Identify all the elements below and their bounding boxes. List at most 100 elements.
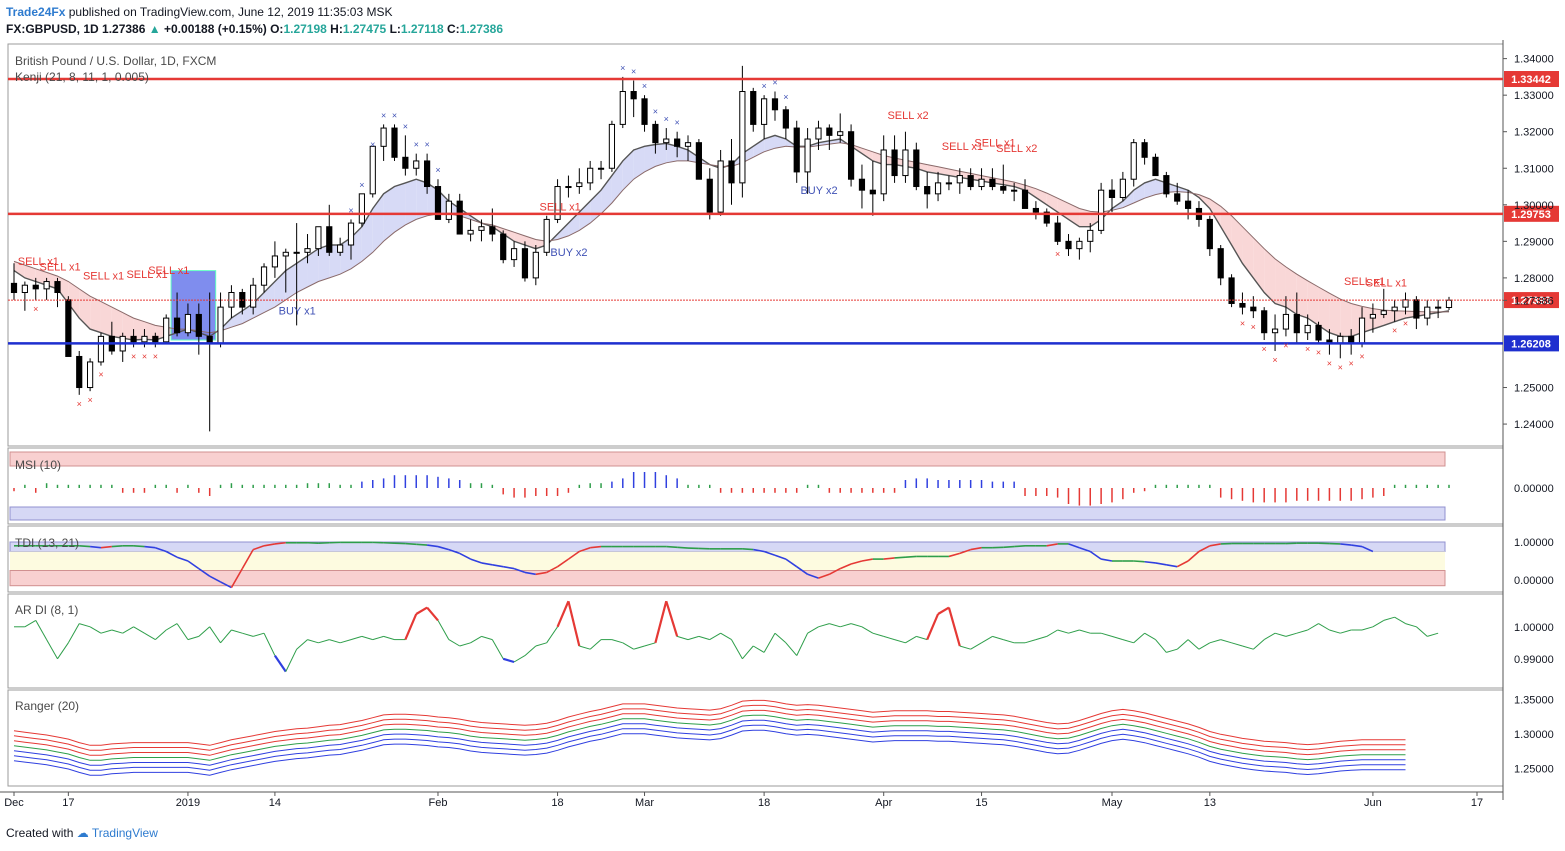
kenji-cloud-segment xyxy=(1296,274,1308,319)
open-label: O: xyxy=(270,22,284,36)
candle-body xyxy=(1402,299,1409,308)
ardi-line-segment xyxy=(1383,616,1395,621)
tdi-line-segment xyxy=(1089,550,1102,560)
kenji-cloud-segment xyxy=(14,261,25,278)
date-tick-label: 18 xyxy=(551,797,563,809)
date-tick-label: May xyxy=(1102,797,1123,809)
kenji-cloud-segment xyxy=(1122,190,1134,208)
candle-body xyxy=(880,149,887,195)
ranger-tick-label: 1.30000 xyxy=(1514,729,1554,741)
candle-body xyxy=(1228,277,1235,304)
ardi-tick-label: 0.99000 xyxy=(1514,654,1554,666)
ardi-line-segment xyxy=(459,642,471,647)
date-tick-label: Dec xyxy=(4,797,24,809)
tradingview-logo-icon[interactable]: ☁ xyxy=(76,826,89,840)
ardi-line-segment xyxy=(916,635,928,641)
tdi-line-segment xyxy=(850,560,863,565)
candle-body xyxy=(608,123,616,169)
ardi-line-segment xyxy=(622,642,634,650)
candle-body xyxy=(76,355,83,389)
kenji-cloud-segment xyxy=(764,135,775,152)
ardi-line-segment xyxy=(383,635,395,641)
ranger-line xyxy=(13,704,1406,751)
candle-body xyxy=(913,149,920,188)
sell-cross-icon: × xyxy=(1316,348,1321,358)
ardi-line-segment xyxy=(273,654,287,673)
tdi-line-segment xyxy=(557,558,569,568)
footer: Created with ☁ TradingView xyxy=(6,826,158,840)
ardi-line-segment xyxy=(611,639,623,644)
candle-body xyxy=(293,251,300,254)
price-tick-label: 1.25000 xyxy=(1514,383,1554,395)
buy-cross-icon: × xyxy=(620,63,625,73)
symbol-label[interactable]: FX:GBPUSD, 1D xyxy=(6,22,99,36)
tdi-line-segment xyxy=(448,548,460,555)
ardi-line-segment xyxy=(318,639,330,644)
kenji-cloud-segment xyxy=(79,288,91,330)
candle-body xyxy=(826,127,833,136)
sell-cross-icon: × xyxy=(98,370,103,380)
signal-label-buy: BUY x2 xyxy=(550,247,587,259)
tdi-line-segment xyxy=(155,546,167,553)
tdi-line-segment xyxy=(426,544,439,548)
candle-body xyxy=(1271,328,1279,334)
tdi-line-segment xyxy=(1079,546,1091,553)
ardi-line-segment xyxy=(1242,645,1254,650)
candle-body xyxy=(619,91,626,125)
candle-body xyxy=(402,156,409,169)
publisher-brand[interactable]: Trade24Fx xyxy=(6,5,66,19)
candle-body xyxy=(130,335,137,343)
candle-body xyxy=(576,182,583,188)
buy-cross-icon: × xyxy=(653,107,658,117)
price-tick-label: 1.34000 xyxy=(1514,54,1554,66)
candle-body xyxy=(1293,313,1300,334)
candle-body xyxy=(54,281,61,294)
kenji-cloud-segment xyxy=(307,248,319,288)
kenji-cloud-segment xyxy=(622,149,634,191)
tdi-line-segment xyxy=(1068,543,1080,549)
candle-body xyxy=(804,138,811,173)
buy-cross-icon: × xyxy=(359,180,364,190)
kenji-cloud-segment xyxy=(611,160,623,203)
signal-label-sell: SELL x2 xyxy=(887,110,928,122)
candle-body xyxy=(1000,186,1007,191)
tdi-line-segment xyxy=(1133,560,1145,563)
candle-body xyxy=(478,226,485,231)
candle-body xyxy=(771,98,779,111)
ardi-line-segment xyxy=(231,629,243,634)
tdi-line-segment xyxy=(666,545,678,549)
chart-canvas[interactable]: 1.33442 1.29753 1.27393 1.26208 × × × × × × × × × × ×… xyxy=(0,40,1565,818)
ardi-line-segment xyxy=(79,623,91,628)
date-tick-label: Apr xyxy=(875,797,892,809)
candle-body xyxy=(597,167,605,170)
ranger-line xyxy=(13,719,1406,766)
price-tick-label: 1.28000 xyxy=(1514,273,1554,285)
tdi-line-segment xyxy=(590,545,602,549)
candle-body xyxy=(315,226,322,250)
candle-body xyxy=(1065,240,1072,250)
ardi-line-segment xyxy=(589,639,602,650)
buy-cross-icon: × xyxy=(370,140,375,150)
tdi-line-segment xyxy=(144,545,156,549)
kenji-cloud-segment xyxy=(1231,215,1243,264)
ardi-line-segment xyxy=(1416,626,1428,637)
candle-body xyxy=(260,266,268,286)
ardi-line-segment xyxy=(1263,632,1276,641)
ardi-line-segment xyxy=(829,623,841,628)
ardi-line-segment xyxy=(339,639,352,644)
symbol-line: FX:GBPUSD, 1D 1.27386 ▲ +0.00188 (+0.15%… xyxy=(6,22,503,36)
ardi-line-segment xyxy=(937,606,950,615)
ardi-line-segment xyxy=(122,626,134,634)
ardi-line-segment xyxy=(633,645,645,650)
low-value: 1.27118 xyxy=(400,22,444,36)
tdi-line-segment xyxy=(883,557,895,560)
buy-cross-icon: × xyxy=(783,92,788,102)
ardi-line-segment xyxy=(752,645,765,653)
tdi-line-segment xyxy=(241,549,254,569)
tdi-line-segment xyxy=(111,545,123,548)
price-tick-label: 1.31000 xyxy=(1514,163,1554,175)
tradingview-link[interactable]: TradingView xyxy=(91,826,158,840)
kenji-cloud-segment xyxy=(253,292,265,319)
ardi-line-segment xyxy=(513,655,526,663)
candle-body xyxy=(565,186,572,189)
